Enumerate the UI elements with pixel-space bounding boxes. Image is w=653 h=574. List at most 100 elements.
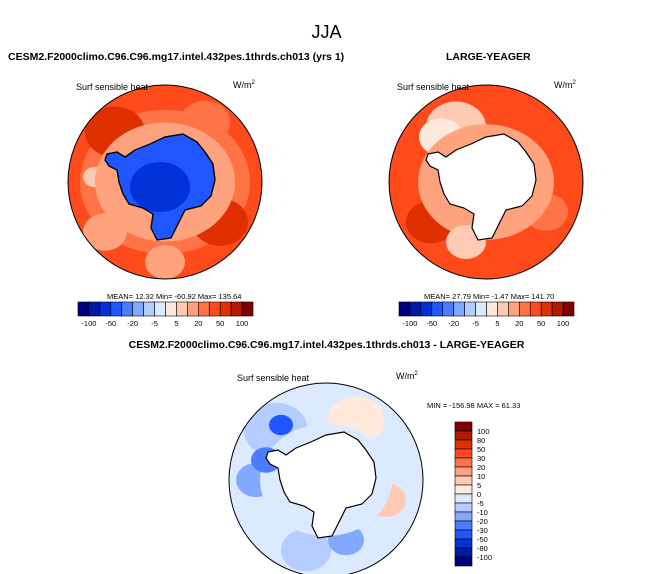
colorbar-box: [454, 484, 473, 495]
colorbar-box: [187, 301, 199, 317]
map-boundary: [228, 382, 424, 574]
colorbar-box: [454, 511, 473, 522]
colorbar-label: -30: [477, 526, 488, 535]
colorbar-label: 30: [477, 454, 485, 463]
colorbar-box: [409, 301, 422, 317]
colorbar-label: -5: [477, 499, 484, 508]
map-boundary: [388, 84, 584, 280]
colorbar-box: [230, 301, 243, 317]
colorbar-label: -5: [151, 319, 158, 328]
colorbar-box: [519, 301, 531, 317]
colorbar-box: [88, 301, 101, 317]
colorbar-box: [454, 529, 473, 540]
colorbar-box: [454, 439, 473, 450]
colorbar-box: [110, 301, 123, 317]
colorbar-box: [454, 502, 473, 513]
colorbar-box: [454, 457, 473, 468]
colorbar-label: -80: [477, 544, 488, 553]
colorbar-box: [431, 301, 444, 317]
colorbar-box: [442, 301, 454, 317]
colorbar-box: [454, 448, 473, 459]
colorbar-box: [551, 301, 564, 317]
colorbar-box: [454, 493, 473, 504]
colorbar-label: 50: [537, 319, 545, 328]
panel2-heading: LARGE-YEAGER: [446, 51, 531, 63]
colorbar-label: 100: [236, 319, 249, 328]
colorbar-label: -100: [477, 553, 492, 562]
figure-title: JJA: [311, 22, 342, 42]
colorbar-box: [99, 301, 112, 317]
colorbar-box: [454, 556, 473, 567]
colorbar-label: 5: [477, 481, 481, 490]
colorbar-box: [165, 301, 177, 317]
colorbar-label: 20: [515, 319, 523, 328]
colorbar-box: [454, 520, 473, 531]
colorbar-label: 10: [477, 472, 485, 481]
panel3-units: W/m2: [396, 371, 418, 381]
colorbar-label: -20: [477, 517, 488, 526]
field-contour: [269, 414, 293, 436]
colorbar-box: [420, 301, 433, 317]
antarctica-coastline: [265, 431, 377, 539]
colorbar-label: -50: [105, 319, 116, 328]
field-contour: [145, 245, 185, 279]
colorbar-box: [77, 301, 90, 317]
colorbar-box: [497, 301, 509, 317]
colorbar-label: 5: [174, 319, 178, 328]
panel3-stats: MIN = -156.98 MAX = 61.33: [427, 401, 521, 410]
colorbar-label: 100: [477, 427, 490, 436]
colorbar-label: 50: [216, 319, 224, 328]
panel2-variable: Surf sensible heat: [397, 82, 470, 92]
colorbar-box: [464, 301, 476, 317]
colorbar-label: -10: [477, 508, 488, 517]
colorbar-box: [508, 301, 520, 317]
colorbar-box: [198, 301, 210, 317]
panel2-units: W/m2: [554, 80, 576, 90]
colorbar-box: [208, 301, 221, 317]
colorbar-label: 5: [495, 319, 499, 328]
antarctica-coastline: [425, 133, 537, 241]
colorbar-box: [454, 430, 473, 441]
colorbar-box: [486, 301, 498, 317]
colorbar-obs: -100 -50 -20 -5 5 20 50 100: [398, 301, 575, 328]
colorbar-box: [219, 301, 232, 317]
colorbar-box: [398, 301, 411, 317]
field-contour: [281, 528, 331, 572]
panel3-heading: CESM2.F2000climo.C96.C96.mg17.intel.432p…: [128, 339, 525, 351]
colorbar-box: [154, 301, 166, 317]
map-diff: [228, 382, 424, 574]
colorbar-box: [475, 301, 487, 317]
colorbar-label: 50: [477, 445, 485, 454]
colorbar-box: [454, 466, 473, 477]
colorbar-label: 0: [477, 490, 481, 499]
colorbar-label: -20: [127, 319, 138, 328]
panel2-stats: MEAN= 27.79 Min= -1.47 Max= 141.70: [424, 292, 555, 301]
colorbar-box: [540, 301, 553, 317]
colorbar-model: -100 -50 -20 -5 5 20 50 100: [77, 301, 254, 328]
colorbar-label: -100: [402, 319, 417, 328]
colorbar-box: [143, 301, 155, 317]
antarctica-coastline: [104, 133, 216, 241]
map-model: [67, 84, 263, 280]
colorbar-label: 80: [477, 436, 485, 445]
colorbar-box: [132, 301, 144, 317]
colorbar-label: -100: [81, 319, 96, 328]
colorbar-label: 20: [194, 319, 202, 328]
colorbar-box: [454, 547, 473, 558]
colorbar-label: -50: [477, 535, 488, 544]
panel1-stats: MEAN= 12.32 Min= -60.92 Max= 135.64: [107, 292, 242, 301]
colorbar-label: 100: [557, 319, 570, 328]
panel3-variable: Surf sensible heat: [237, 373, 310, 383]
colorbar-box: [454, 421, 473, 432]
colorbar-box: [529, 301, 542, 317]
colorbar-box: [562, 301, 575, 317]
colorbar-box: [241, 301, 254, 317]
colorbar-label: -50: [426, 319, 437, 328]
map-obs: [388, 84, 584, 280]
panel1-variable: Surf sensible heat: [76, 82, 149, 92]
field-contour: [130, 162, 190, 212]
colorbar-box: [453, 301, 465, 317]
